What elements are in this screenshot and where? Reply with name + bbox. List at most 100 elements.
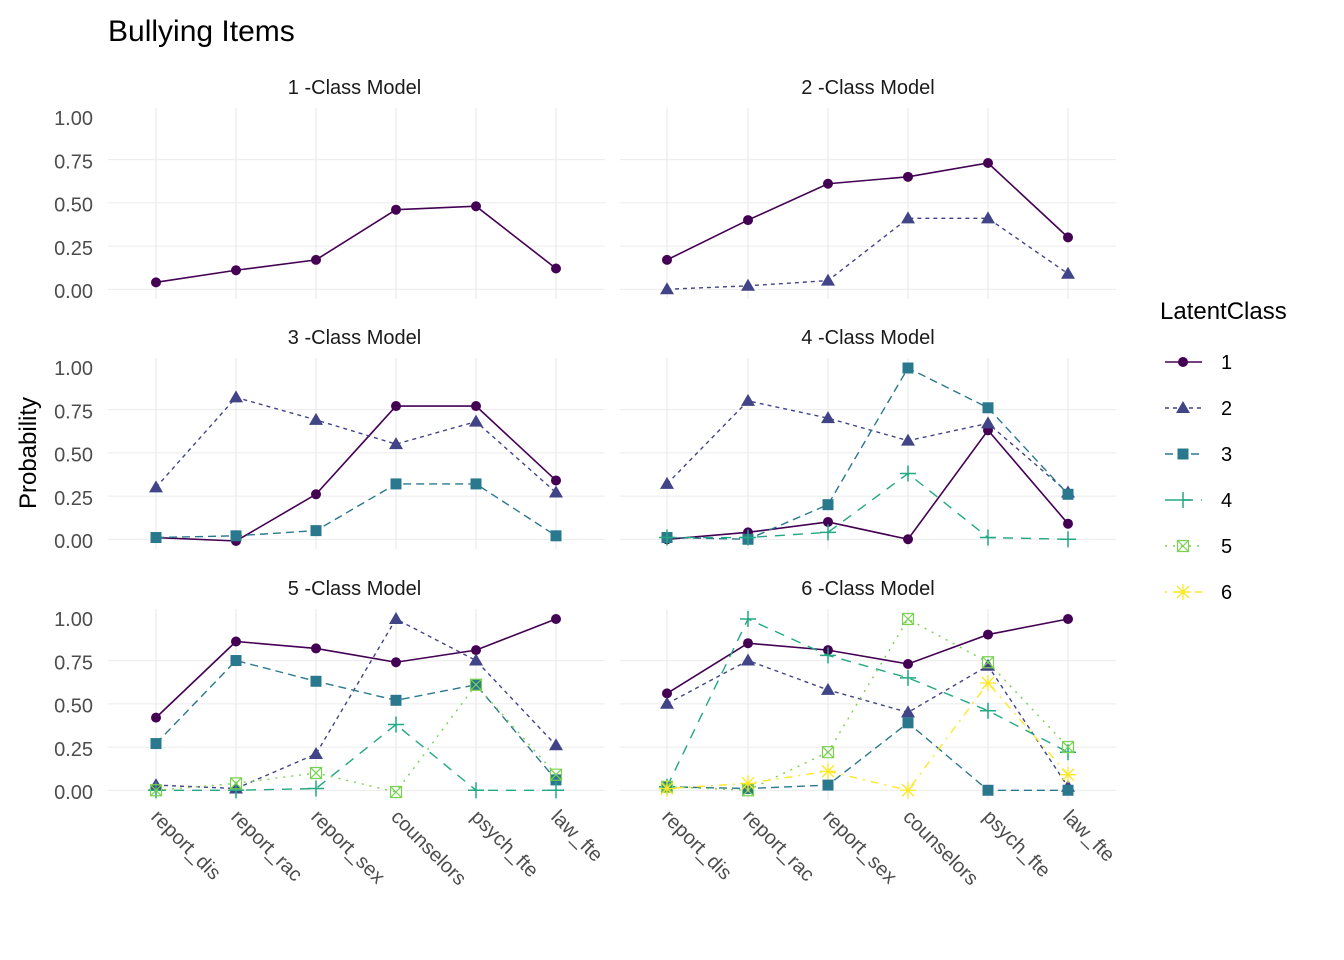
panel-5: 5 -Class Model 0.00 0.25 0.50 0.75 1.00 — [54, 578, 605, 804]
x-tick-label: report_rac — [738, 806, 818, 886]
series-class-4 — [148, 716, 564, 799]
data-point — [822, 499, 834, 511]
x-tick-label: report_sex — [306, 806, 388, 888]
panel-4: 4 -Class Model — [620, 327, 1116, 549]
y-tick-label: 0.50 — [54, 445, 93, 467]
legend-entry-2: 2 — [1165, 398, 1232, 420]
legend-marker — [1176, 539, 1190, 553]
legend-marker — [1175, 492, 1191, 508]
data-point — [308, 780, 324, 797]
data-point — [311, 489, 321, 500]
data-point — [900, 669, 916, 686]
data-point — [821, 746, 835, 759]
series-line — [156, 723, 556, 791]
data-point — [309, 766, 323, 780]
data-point — [983, 157, 993, 168]
gridlines — [620, 108, 1116, 299]
panel-title: 5 -Class Model — [288, 578, 421, 600]
legend-marker — [1178, 357, 1188, 367]
y-tick-label: 0.50 — [54, 696, 93, 718]
data-point — [151, 277, 161, 288]
data-point — [740, 775, 756, 792]
data-point — [660, 282, 674, 295]
data-point — [470, 478, 482, 490]
legend-entry-6: 6 — [1165, 582, 1232, 604]
data-point — [150, 738, 162, 750]
y-tick-label: 0.00 — [54, 531, 93, 553]
data-point — [901, 705, 915, 718]
legend-label: 5 — [1221, 536, 1232, 558]
data-point — [741, 278, 755, 291]
data-point — [309, 412, 323, 425]
data-point — [900, 465, 916, 482]
data-point — [230, 530, 242, 542]
series-line — [155, 618, 557, 790]
data-point — [662, 254, 672, 265]
data-point — [469, 653, 483, 666]
data-point — [660, 476, 674, 489]
data-point — [980, 529, 996, 546]
series-class-1 — [662, 157, 1073, 265]
data-point — [1062, 784, 1074, 796]
series-line — [155, 683, 557, 793]
series-line — [666, 428, 1069, 541]
data-point — [391, 401, 401, 412]
x-tick-label: law_fte — [1058, 806, 1118, 866]
data-point — [311, 643, 321, 654]
legend-entry-3: 3 — [1165, 444, 1232, 466]
y-axis-label: Probability — [15, 397, 42, 509]
panel-1: 1 -Class Model 0.00 0.25 0.50 0.75 1.00 — [54, 77, 605, 303]
data-point — [230, 655, 242, 667]
data-point — [820, 524, 836, 541]
data-point — [388, 716, 404, 733]
data-point — [823, 178, 833, 189]
series-class-3 — [150, 478, 562, 544]
x-tick-label: counselors — [386, 806, 470, 890]
y-tick-label: 0.25 — [54, 739, 93, 761]
gridlines — [108, 358, 605, 549]
data-point — [229, 390, 243, 403]
legend-label: 6 — [1221, 582, 1232, 604]
legend-label: 3 — [1221, 444, 1232, 466]
data-point — [741, 393, 755, 406]
series-class-5 — [660, 612, 1075, 797]
data-point — [982, 784, 994, 796]
data-point — [900, 782, 916, 799]
y-tick-label: 0.25 — [54, 238, 93, 260]
legend-entry-1: 1 — [1165, 352, 1232, 374]
y-tick-label: 1.00 — [54, 609, 93, 631]
x-tick-label: psych_fte — [978, 806, 1054, 882]
series-line — [667, 472, 1069, 540]
series-line — [155, 659, 557, 781]
data-point — [231, 265, 241, 276]
x-tick-label: counselors — [898, 806, 982, 890]
y-tick-label: 1.00 — [54, 108, 93, 130]
data-point — [1060, 531, 1076, 548]
data-point — [820, 763, 836, 780]
panel-title: 1 -Class Model — [288, 77, 421, 99]
panel-6: 6 -Class Model — [620, 578, 1116, 800]
data-point — [901, 211, 915, 224]
data-point — [981, 211, 995, 224]
series-line — [666, 618, 1069, 788]
y-tick-label: 0.00 — [54, 281, 93, 303]
data-point — [1060, 766, 1076, 783]
legend: LatentClass 1 2 3 4 5 6 — [1160, 298, 1287, 604]
gridlines — [620, 609, 1116, 800]
data-point — [471, 201, 481, 212]
data-point — [1061, 740, 1075, 754]
panel-title: 4 -Class Model — [801, 327, 934, 349]
series-line — [155, 205, 557, 284]
data-point — [548, 782, 564, 799]
series-line — [666, 681, 1069, 792]
data-point — [820, 647, 836, 664]
data-point — [389, 612, 403, 624]
data-point — [391, 204, 401, 215]
x-tick-label: report_rac — [226, 806, 306, 886]
data-point — [311, 254, 321, 265]
data-point — [662, 688, 672, 699]
legend-marker — [1176, 401, 1190, 413]
panel-title: 6 -Class Model — [801, 578, 934, 600]
x-tick-label: psych_fte — [466, 806, 542, 882]
data-point — [551, 614, 561, 624]
